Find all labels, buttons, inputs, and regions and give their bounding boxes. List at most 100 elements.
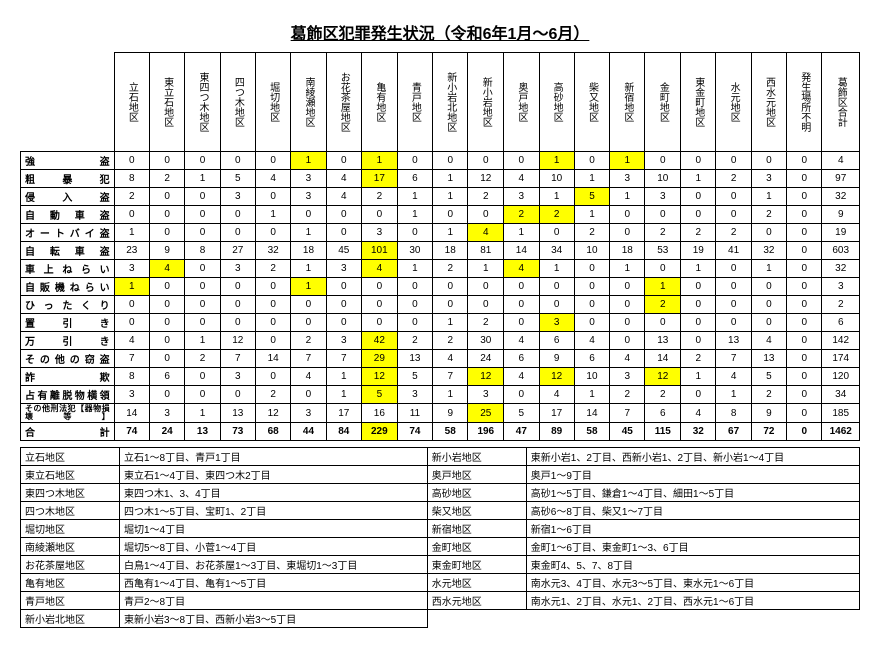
data-cell: 7 (220, 350, 255, 368)
row-label: 自転車盗 (21, 242, 115, 260)
data-cell: 1 (291, 152, 326, 170)
data-cell: 0 (610, 314, 645, 332)
data-cell: 0 (326, 296, 361, 314)
table-row: ひったくり000000000000000200002 (21, 296, 860, 314)
data-cell: 1 (397, 188, 432, 206)
data-cell: 0 (361, 278, 397, 296)
col-header: 金町地区 (645, 53, 681, 152)
data-cell: 4 (504, 332, 539, 350)
data-cell: 1 (255, 206, 290, 224)
table-row: その他刑法犯【器物損壊等】143113123171611925517147648… (21, 404, 860, 423)
legend-row: 南綾瀬地区堀切5～8丁目、小菅1～4丁目金町地区金町1～6丁目、東金町1～3、6… (21, 538, 860, 556)
data-cell: 2 (255, 386, 290, 404)
data-cell: 0 (751, 224, 786, 242)
data-cell: 3 (361, 224, 397, 242)
data-cell: 8 (716, 404, 751, 423)
legend-area: 高砂地区 (427, 484, 526, 502)
data-cell: 0 (468, 296, 504, 314)
data-cell: 2 (397, 332, 432, 350)
data-cell: 0 (433, 206, 468, 224)
data-cell: 4 (326, 188, 361, 206)
data-cell: 3 (539, 314, 574, 332)
data-cell: 18 (291, 242, 326, 260)
data-cell: 0 (716, 260, 751, 278)
data-cell: 4 (114, 332, 149, 350)
data-cell: 0 (361, 296, 397, 314)
data-cell: 10 (574, 368, 609, 386)
data-cell: 4 (716, 368, 751, 386)
row-label: 詐欺 (21, 368, 115, 386)
data-cell: 1 (539, 260, 574, 278)
data-cell: 7 (326, 350, 361, 368)
col-header: お花茶屋地区 (326, 53, 361, 152)
data-cell: 0 (787, 386, 822, 404)
data-cell: 12 (361, 368, 397, 386)
data-cell: 2 (468, 314, 504, 332)
data-cell: 0 (185, 314, 220, 332)
data-cell: 1 (751, 260, 786, 278)
data-cell: 0 (787, 152, 822, 170)
legend-area: 東四つ木地区 (21, 484, 120, 502)
data-cell: 0 (574, 278, 609, 296)
data-cell: 0 (504, 296, 539, 314)
data-cell: 5 (397, 368, 432, 386)
data-cell: 30 (397, 242, 432, 260)
data-cell: 32 (751, 242, 786, 260)
data-cell: 34 (822, 386, 860, 404)
data-cell: 142 (822, 332, 860, 350)
data-cell: 41 (716, 242, 751, 260)
data-cell: 45 (610, 423, 645, 441)
data-cell: 1 (751, 188, 786, 206)
col-header: 四つ木地区 (220, 53, 255, 152)
data-cell: 1 (326, 368, 361, 386)
legend-area: お花茶屋地区 (21, 556, 120, 574)
data-cell: 16 (361, 404, 397, 423)
legend-desc: 南水元1、2丁目、水元1、2丁目、西水元1～6丁目 (526, 592, 859, 610)
data-cell: 4 (822, 152, 860, 170)
data-cell: 0 (681, 314, 716, 332)
table-row: 合計74241373684484229745819647895845115326… (21, 423, 860, 441)
data-cell: 0 (220, 296, 255, 314)
row-label: 万引き (21, 332, 115, 350)
data-cell: 47 (504, 423, 539, 441)
data-cell: 1 (185, 332, 220, 350)
data-cell: 2 (291, 332, 326, 350)
data-cell: 2 (645, 296, 681, 314)
data-cell: 1462 (822, 423, 860, 441)
data-cell: 0 (114, 314, 149, 332)
data-cell: 0 (681, 152, 716, 170)
data-cell: 1 (291, 278, 326, 296)
data-cell: 0 (397, 152, 432, 170)
data-cell: 89 (539, 423, 574, 441)
data-cell: 6 (539, 332, 574, 350)
legend-row: 東四つ木地区東四つ木1、3、4丁目高砂地区高砂1～5丁目、鎌倉1～4丁目、細田1… (21, 484, 860, 502)
data-cell: 0 (468, 206, 504, 224)
data-cell: 0 (787, 188, 822, 206)
data-cell: 0 (185, 152, 220, 170)
data-cell: 2 (681, 350, 716, 368)
col-header: 高砂地区 (539, 53, 574, 152)
data-cell: 27 (220, 242, 255, 260)
data-cell: 0 (787, 170, 822, 188)
area-legend: 立石地区立石1～8丁目、青戸1丁目新小岩地区東新小岩1、2丁目、西新小岩1、2丁… (20, 447, 860, 628)
data-cell: 0 (468, 278, 504, 296)
data-cell: 0 (255, 332, 290, 350)
data-cell: 3 (220, 188, 255, 206)
data-cell: 0 (433, 296, 468, 314)
data-cell: 9 (751, 404, 786, 423)
row-label: 置引き (21, 314, 115, 332)
data-cell: 10 (539, 170, 574, 188)
data-cell: 14 (645, 350, 681, 368)
data-cell: 2 (539, 206, 574, 224)
data-cell: 1 (610, 260, 645, 278)
table-row: 侵入盗2003034211231513001032 (21, 188, 860, 206)
data-cell: 0 (787, 206, 822, 224)
data-cell: 4 (326, 170, 361, 188)
data-cell: 29 (361, 350, 397, 368)
data-cell: 12 (468, 368, 504, 386)
data-cell: 25 (468, 404, 504, 423)
data-cell: 0 (220, 206, 255, 224)
table-row: 車上ねらい3403213412141010101032 (21, 260, 860, 278)
data-cell: 9 (433, 404, 468, 423)
legend-row: お花茶屋地区白鳥1～4丁目、お花茶屋1～3丁目、東堀切1～3丁目東金町地区東金町… (21, 556, 860, 574)
